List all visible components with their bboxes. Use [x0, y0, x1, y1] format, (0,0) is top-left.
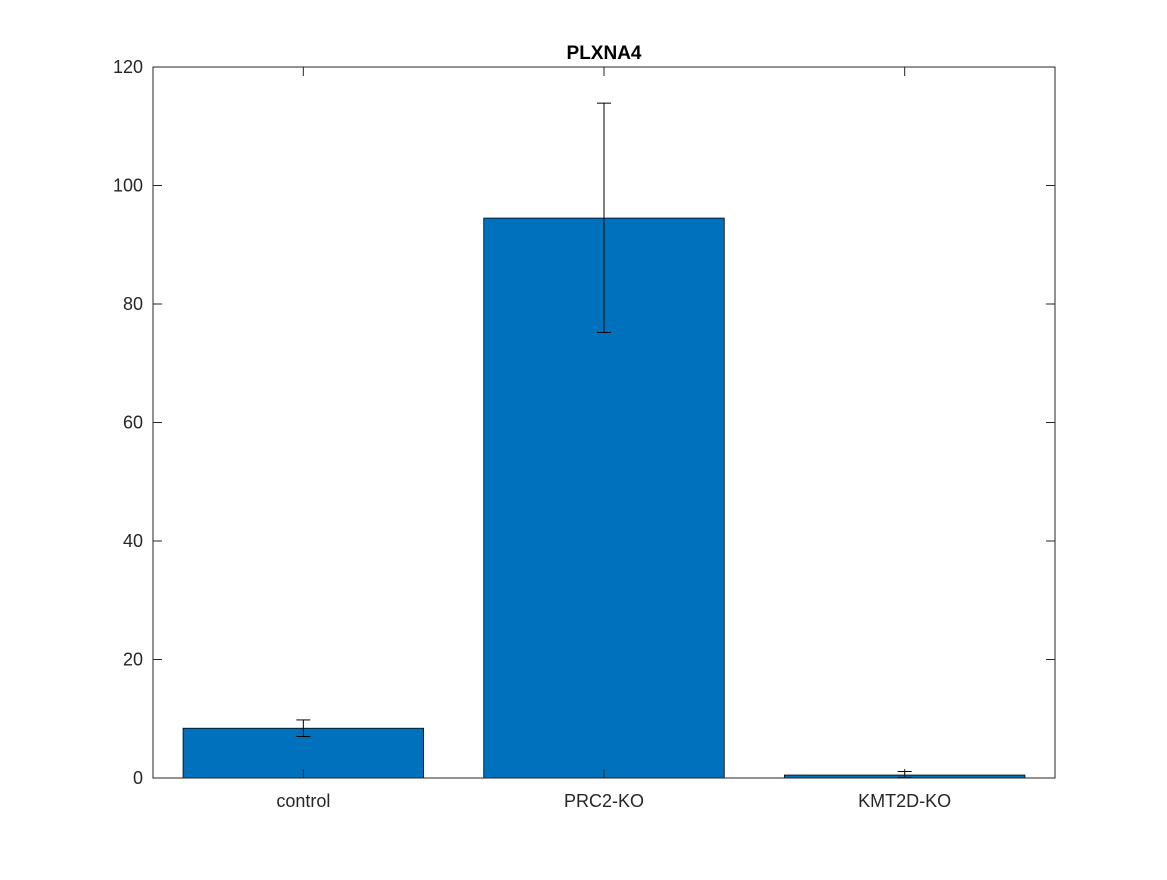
x-tick-label: PRC2-KO: [564, 791, 644, 811]
x-tick-label: KMT2D-KO: [858, 791, 951, 811]
chart-title: PLXNA4: [567, 43, 642, 64]
y-tick-label: 60: [123, 413, 143, 433]
y-tick-label: 0: [133, 768, 143, 788]
y-tick-label: 40: [123, 531, 143, 551]
plot-area: 0 20 40 60 80 100 120 control PRC2-KO KMT2D-KO: [113, 57, 1056, 811]
y-tick-label: 80: [123, 294, 143, 314]
y-tick-label: 20: [123, 650, 143, 670]
y-tick-label: 100: [113, 176, 143, 196]
x-tick-label: control: [276, 791, 330, 811]
y-tick-label: 120: [113, 57, 143, 77]
